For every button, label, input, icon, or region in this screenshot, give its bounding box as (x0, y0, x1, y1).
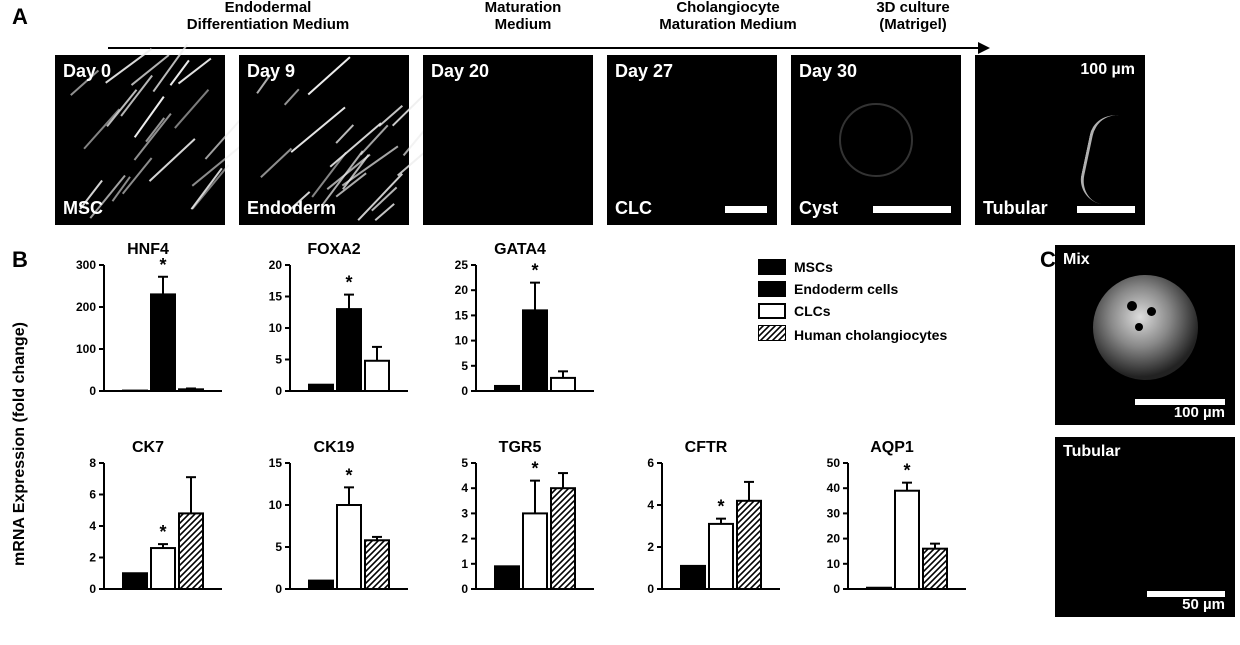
panel-a-image: Tubular 100 µm (975, 55, 1145, 225)
svg-text:*: * (345, 273, 352, 293)
svg-text:15: 15 (455, 308, 469, 322)
svg-text:1: 1 (461, 557, 468, 571)
chart-title: AQP1 (870, 439, 914, 457)
legend-row: Human cholangiocytes (758, 325, 947, 344)
svg-text:15: 15 (269, 290, 283, 304)
svg-text:10: 10 (455, 334, 469, 348)
svg-text:*: * (531, 261, 538, 281)
panel-a-timeline: EndodermalDifferentiation MediumMaturati… (108, 0, 1008, 48)
legend-row: MSCs (758, 259, 947, 275)
svg-text:6: 6 (647, 456, 654, 470)
panel-a-image: Day 30 Cyst (791, 55, 961, 225)
svg-text:5: 5 (275, 353, 282, 367)
svg-text:0: 0 (461, 582, 468, 596)
panel-a-image: Day 9 Endoderm (239, 55, 409, 225)
svg-text:20: 20 (455, 283, 469, 297)
svg-text:300: 300 (76, 258, 96, 272)
bar-chart: AQP101020304050* (812, 443, 972, 613)
svg-text:25: 25 (455, 258, 469, 272)
svg-text:5: 5 (275, 540, 282, 554)
chart-title: CK19 (314, 439, 355, 457)
svg-text:3: 3 (461, 506, 468, 520)
panel-a-image: Day 27 CLC (607, 55, 777, 225)
svg-text:0: 0 (833, 582, 840, 596)
svg-text:0: 0 (647, 582, 654, 596)
svg-text:*: * (717, 497, 724, 517)
panel-c-image: Mix 100 µm (1055, 245, 1235, 425)
timeline-phase: CholangiocyteMaturation Medium (618, 0, 838, 33)
chart-title: FOXA2 (307, 241, 360, 259)
bar-chart: HNF40100200300* (68, 245, 228, 415)
bar-chart: GATA40510152025* (440, 245, 600, 415)
svg-text:2: 2 (647, 540, 654, 554)
svg-text:*: * (531, 459, 538, 479)
svg-text:200: 200 (76, 300, 96, 314)
svg-text:0: 0 (461, 384, 468, 398)
svg-text:40: 40 (827, 481, 841, 495)
svg-text:0: 0 (89, 384, 96, 398)
bar-chart: CK702468* (68, 443, 228, 613)
panel-c-letter: C (1040, 247, 1056, 273)
timeline-phase: 3D culture(Matrigel) (838, 0, 988, 33)
panel-a-images: Day 0 MSC Day 9 Endoderm Day 20 Day 27 C… (55, 55, 1145, 225)
svg-text:6: 6 (89, 488, 96, 502)
timeline-phase: MaturationMedium (428, 0, 618, 33)
bar-chart: FOXA205101520* (254, 245, 414, 415)
timeline-arrow (108, 44, 988, 52)
svg-text:50: 50 (827, 456, 841, 470)
chart-title: CK7 (132, 439, 164, 457)
panel-c: Mix 100 µm Tubular 50 µm (1055, 245, 1235, 629)
svg-text:10: 10 (269, 498, 283, 512)
svg-text:4: 4 (89, 519, 96, 533)
svg-text:10: 10 (269, 321, 283, 335)
panel-b-legend: MSCs Endoderm cells CLCs Human cholangiocyt… (758, 259, 947, 350)
bar-chart: TGR5012345* (440, 443, 600, 613)
svg-text:20: 20 (827, 532, 841, 546)
panel-b-letter: B (12, 247, 28, 273)
svg-text:0: 0 (89, 582, 96, 596)
panel-a-image: Day 0 MSC (55, 55, 225, 225)
svg-text:0: 0 (275, 582, 282, 596)
bar-chart: CK19051015* (254, 443, 414, 613)
svg-text:2: 2 (89, 551, 96, 565)
svg-text:15: 15 (269, 456, 283, 470)
svg-text:2: 2 (461, 532, 468, 546)
panel-a-letter: A (12, 4, 28, 30)
svg-text:0: 0 (275, 384, 282, 398)
chart-title: TGR5 (499, 439, 542, 457)
svg-text:100: 100 (76, 342, 96, 356)
svg-text:4: 4 (647, 498, 654, 512)
svg-text:4: 4 (461, 481, 468, 495)
timeline-phase: EndodermalDifferentiation Medium (108, 0, 428, 33)
panel-c-image: Tubular 50 µm (1055, 437, 1235, 617)
svg-text:30: 30 (827, 506, 841, 520)
svg-text:8: 8 (89, 456, 96, 470)
svg-text:*: * (345, 465, 352, 485)
svg-text:10: 10 (827, 557, 841, 571)
panel-b-ylabel: mRNA Expression (fold change) (11, 294, 29, 594)
legend-row: CLCs (758, 303, 947, 319)
svg-text:20: 20 (269, 258, 283, 272)
svg-text:5: 5 (461, 456, 468, 470)
bar-chart: CFTR0246* (626, 443, 786, 613)
chart-title: HNF4 (127, 241, 169, 259)
legend-row: Endoderm cells (758, 281, 947, 297)
chart-title: GATA4 (494, 241, 546, 259)
panel-a-image: Day 20 (423, 55, 593, 225)
svg-text:5: 5 (461, 359, 468, 373)
chart-title: CFTR (685, 439, 728, 457)
svg-text:*: * (159, 522, 166, 542)
svg-text:*: * (903, 461, 910, 481)
